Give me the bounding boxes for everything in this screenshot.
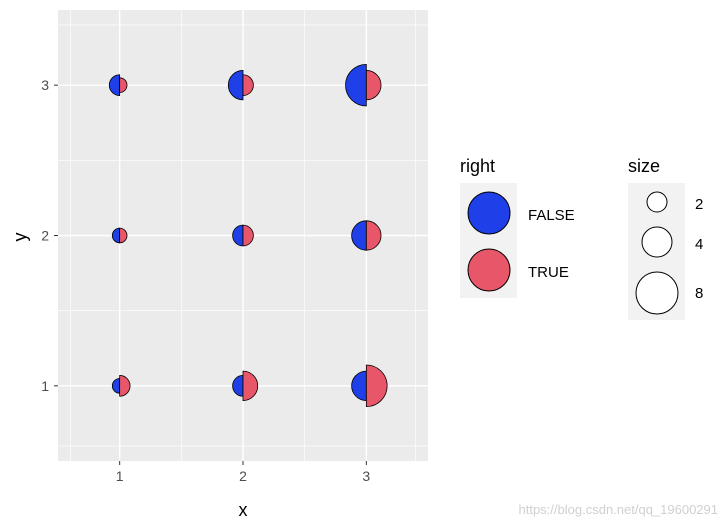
y-tick-label: 3 bbox=[41, 77, 49, 93]
y-axis: 1 2 3 bbox=[41, 77, 58, 394]
point-right-half bbox=[242, 370, 258, 401]
point-left-half bbox=[232, 224, 244, 247]
legend-label-true: TRUE bbox=[528, 264, 569, 281]
legend-fill-title: right bbox=[460, 156, 495, 176]
legend-key-true bbox=[467, 248, 511, 292]
y-tick-label: 1 bbox=[41, 378, 49, 394]
point-left-half bbox=[351, 370, 367, 401]
point-left-half bbox=[111, 227, 121, 244]
point-right-half bbox=[365, 220, 382, 251]
legend-label-false: FALSE bbox=[528, 207, 575, 224]
legend-key-false bbox=[467, 191, 511, 235]
legend-size-label-8: 8 bbox=[695, 285, 703, 302]
point-right-half bbox=[119, 375, 131, 397]
point-right-half bbox=[119, 227, 128, 244]
legend-size-key-8 bbox=[635, 271, 679, 315]
point-left-half bbox=[111, 378, 121, 394]
point-right-half bbox=[119, 77, 128, 93]
x-axis: 1 2 3 bbox=[116, 461, 370, 484]
legend-size-label-2: 2 bbox=[695, 196, 703, 213]
watermark: https://blog.csdn.net/qq_19600291 bbox=[519, 502, 719, 517]
point-right-half bbox=[242, 74, 254, 96]
x-axis-title: x bbox=[239, 500, 248, 520]
legend-size-key-2 bbox=[646, 191, 668, 213]
x-tick-label: 3 bbox=[362, 468, 370, 484]
x-tick-label: 1 bbox=[116, 468, 124, 484]
point-left-half bbox=[345, 63, 367, 107]
legend-fill: right FALSE TRUE bbox=[460, 156, 575, 298]
point-right-half bbox=[365, 364, 388, 408]
x-tick-label: 2 bbox=[239, 468, 247, 484]
point-right-half bbox=[365, 70, 382, 101]
legend-size-key-4 bbox=[641, 226, 673, 258]
point-left-half bbox=[232, 375, 244, 397]
data-points bbox=[108, 63, 388, 408]
legend-size-title: size bbox=[628, 156, 660, 176]
y-tick-label: 2 bbox=[41, 228, 49, 244]
point-right-half bbox=[242, 224, 254, 247]
legend-size-label-4: 4 bbox=[695, 236, 703, 253]
point-left-half bbox=[227, 70, 244, 101]
point-left-half bbox=[351, 220, 367, 251]
legend-size: size 2 4 8 bbox=[628, 156, 703, 320]
point-left-half bbox=[108, 74, 121, 96]
y-axis-title: y bbox=[10, 233, 30, 242]
